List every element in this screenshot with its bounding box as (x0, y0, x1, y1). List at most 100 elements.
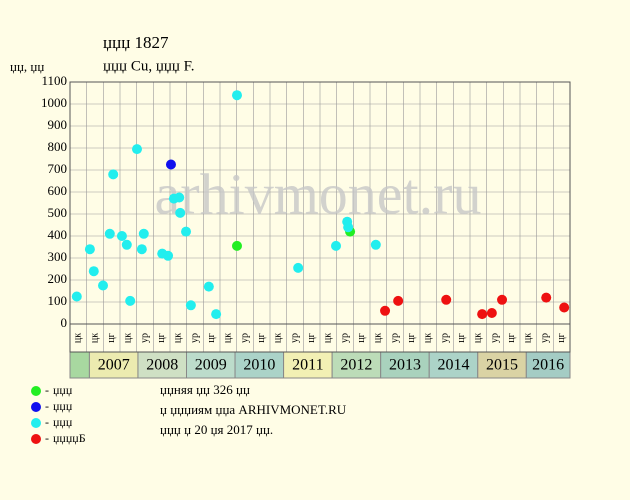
point (393, 295, 404, 306)
y-tick-label: 1100 (41, 73, 67, 88)
chart-subtitle: џџџ Cu, џџџ F. (103, 58, 195, 74)
legend-label: џџџџБ (53, 431, 86, 445)
y-tick-label: 500 (48, 205, 68, 220)
legend-dash: - (45, 383, 49, 397)
point (541, 292, 552, 303)
period-label: цк (89, 333, 100, 343)
period-label: ур (489, 333, 500, 343)
period-label: цк (73, 333, 84, 343)
period-label: цк (473, 333, 484, 343)
legend-label: џџџ (53, 399, 73, 413)
point (104, 228, 115, 239)
period-label: цг (356, 333, 367, 342)
y-axis-label: џџ, џџ (10, 59, 44, 74)
note: џџняя џџ 326 џџ (160, 382, 250, 397)
y-tick-label: 0 (61, 315, 68, 330)
point (559, 302, 570, 313)
year-label: 2016 (532, 357, 564, 374)
period-label: цг (256, 333, 267, 342)
period-label: ур (239, 333, 250, 343)
period-label: ур (289, 333, 300, 343)
y-tick-label: 900 (48, 117, 68, 132)
legend-dash: - (45, 431, 49, 445)
chart-title: џџџ 1827 (103, 33, 169, 52)
point (181, 226, 192, 237)
period-label: цк (423, 333, 434, 343)
y-tick-label: 400 (48, 227, 68, 242)
point (88, 266, 99, 277)
legend-label: џџџ (53, 415, 73, 429)
point (211, 309, 222, 320)
y-tick-label: 1000 (41, 95, 67, 110)
period-label: цк (373, 333, 384, 343)
year-label: 2011 (292, 357, 323, 374)
point (331, 240, 342, 251)
year-cell (525, 351, 571, 379)
year-label: 2010 (243, 357, 275, 374)
point (231, 90, 242, 101)
point (163, 250, 174, 261)
period-label: цг (456, 333, 467, 342)
legend-marker (31, 402, 41, 412)
period-label: цк (323, 333, 334, 343)
point (121, 239, 132, 250)
period-label: цг (106, 333, 117, 342)
point (497, 294, 508, 305)
point (293, 262, 304, 273)
legend-label: џџџ (53, 383, 73, 397)
point (343, 222, 354, 233)
y-tick-label: 300 (48, 249, 68, 264)
plot-border (69, 81, 571, 353)
year-label: 2009 (195, 357, 227, 374)
point (175, 207, 186, 218)
period-label: цг (506, 333, 517, 342)
watermark: arhivmonet.ru (155, 161, 482, 226)
period-label: ур (189, 333, 200, 343)
note: џџџ џ 20 џя 2017 џџ. (160, 422, 273, 437)
year-label: 2013 (389, 357, 421, 374)
point (370, 239, 381, 250)
point (136, 244, 147, 255)
period-label: цк (123, 333, 134, 343)
point (231, 240, 242, 251)
period-label: цк (273, 333, 284, 343)
point (84, 244, 95, 255)
period-label: ур (139, 333, 150, 343)
year-label: 2008 (146, 357, 178, 374)
point (125, 295, 136, 306)
point (165, 159, 176, 170)
period-label: цг (556, 333, 567, 342)
y-tick-label: 600 (48, 183, 68, 198)
period-label: цг (206, 333, 217, 342)
period-label: ур (439, 333, 450, 343)
year-label: 2015 (486, 357, 518, 374)
point (131, 144, 142, 155)
period-label: цг (306, 333, 317, 342)
period-label: ур (339, 333, 350, 343)
year-cell (380, 351, 430, 379)
year-label: 2014 (437, 357, 469, 374)
y-tick-label: 700 (48, 161, 68, 176)
period-label: ур (539, 333, 550, 343)
year-cell (428, 351, 479, 379)
y-tick-label: 200 (48, 271, 68, 286)
y-tick-label: 100 (48, 293, 68, 308)
legend-marker (31, 418, 41, 428)
y-tick-label: 800 (48, 139, 68, 154)
year-cell (283, 351, 333, 379)
point (116, 231, 127, 241)
period-label: ур (389, 333, 400, 343)
period-label: цг (156, 333, 167, 342)
point (108, 169, 119, 180)
legend-marker (31, 434, 41, 444)
year-label: 2012 (340, 357, 372, 374)
legend-marker (31, 386, 41, 396)
point (441, 294, 452, 305)
year-label: 2007 (98, 357, 130, 374)
point (380, 305, 391, 316)
period-label: цк (173, 333, 184, 343)
period-label: цк (523, 333, 534, 343)
year-cell (331, 351, 382, 379)
point (486, 308, 497, 318)
